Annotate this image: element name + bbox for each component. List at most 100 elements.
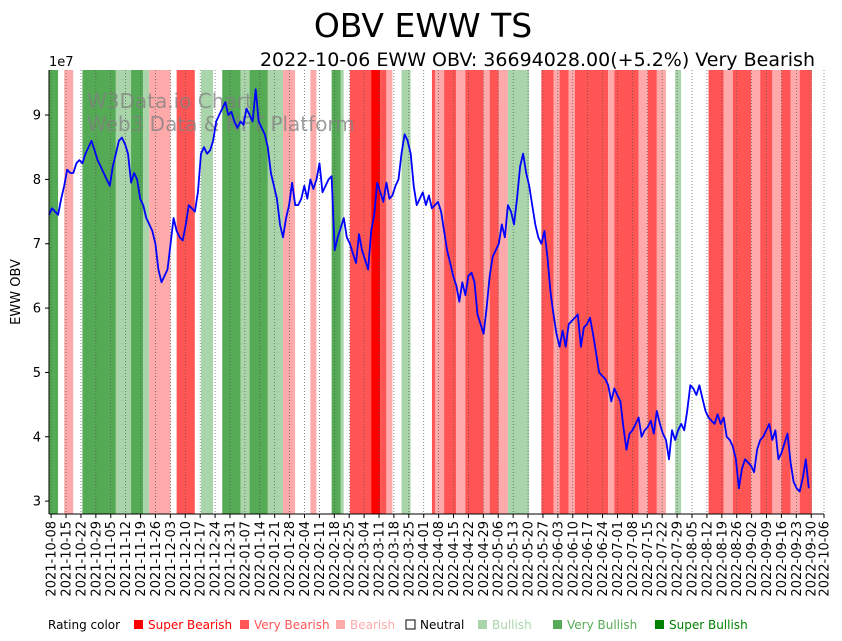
rating-band-very-bearish (541, 70, 554, 514)
x-ticks: 2021-10-08 2021-10-15 2021-10-22 2021-10-29… (45, 514, 833, 597)
rating-band-very-bullish (82, 70, 116, 514)
x-tick-label: 2021-10-22 (74, 521, 89, 597)
y-axis-label: EWW OBV (9, 259, 24, 325)
x-tick-label: 2022-04-01 (417, 521, 432, 597)
x-tick-label: 2022-06-10 (566, 521, 581, 597)
rating-band-neutral (392, 70, 402, 514)
rating-band-bullish (115, 70, 132, 514)
rating-band-bullish (675, 70, 682, 514)
x-tick-label: 2021-12-31 (224, 521, 239, 597)
x-tick-label: 2022-09-30 (805, 521, 820, 597)
x-tick-label: 2022-05-27 (537, 521, 552, 597)
x-tick-label: 2022-05-13 (507, 521, 522, 597)
x-tick-label: 2021-10-08 (45, 521, 60, 597)
rating-band-very-bearish (349, 70, 372, 514)
rating-band-very-bearish (647, 70, 657, 514)
legend-swatch-bullish (478, 620, 487, 629)
rating-band-very-bearish (380, 70, 387, 514)
x-tick-label: 2022-07-08 (626, 521, 641, 597)
rating-band-very-bullish (331, 70, 341, 514)
legend-label-neutral: Neutral (420, 618, 464, 632)
rating-band-bearish (283, 70, 296, 514)
rating-band-neutral (316, 70, 332, 514)
rating-band-bearish (656, 70, 666, 514)
y-tick-label: 8 (33, 173, 41, 188)
rating-band-bullish (200, 70, 214, 514)
x-tick-label: 2022-07-29 (671, 521, 686, 597)
x-tick-label: 2022-03-18 (387, 521, 402, 597)
x-tick-label: 2021-11-19 (134, 521, 149, 597)
rating-band-bearish (638, 70, 648, 514)
rating-band-very-bearish (732, 70, 752, 514)
x-tick-label: 2022-04-08 (432, 521, 447, 597)
chart-subtitle: 2022-10-06 EWW OBV: 36694028.00(+5.2%) V… (260, 49, 815, 71)
rating-band-bearish (434, 70, 445, 514)
series-layer (48, 88, 810, 493)
x-tick-label: 2022-09-16 (775, 521, 790, 597)
axes (48, 70, 824, 515)
rating-band-bearish (310, 70, 317, 514)
rating-band-very-bearish (574, 70, 609, 514)
rating-band-very-bullish (249, 70, 268, 514)
x-tick-label: 2022-09-23 (790, 521, 805, 597)
rating-band-bearish (790, 70, 800, 514)
y-tick-label: 9 (33, 109, 41, 124)
rating-band-neutral (295, 70, 311, 514)
y-tick-label: 7 (33, 237, 41, 252)
x-tick-label: 2022-07-01 (611, 521, 626, 597)
legend-swatch-super-bullish (655, 620, 664, 629)
y-tick-label: 6 (33, 302, 41, 317)
rating-band-bullish (340, 70, 344, 514)
rating-band-bearish (568, 70, 575, 514)
vertical-gridlines (50, 70, 825, 514)
legend-label-very-bullish: Very Bullish (567, 618, 637, 632)
legend-title: Rating color (48, 618, 120, 632)
legend-swatch-very-bearish (240, 620, 249, 629)
rating-band-very-bullish (131, 70, 144, 514)
rating-band-bearish (149, 70, 171, 514)
x-tick-label: 2021-10-29 (89, 521, 104, 597)
legend-swatch-super-bearish (134, 620, 143, 629)
x-tick-label: 2021-12-17 (194, 521, 209, 597)
legend-label-bearish: Bearish (350, 618, 395, 632)
rating-band-bearish (723, 70, 733, 514)
x-tick-label: 2022-09-09 (760, 521, 775, 597)
x-tick-label: 2022-02-11 (313, 521, 328, 597)
rating-band-neutral (213, 70, 223, 514)
rating-band-bearish (386, 70, 393, 514)
legend-swatch-bearish (336, 620, 345, 629)
x-tick-label: 2022-01-07 (238, 521, 253, 597)
rating-band-very-bearish (176, 70, 195, 514)
rating-band-neutral (194, 70, 201, 514)
x-tick-label: 2022-05-20 (522, 521, 537, 597)
x-tick-label: 2022-04-15 (447, 521, 462, 597)
rating-band-bearish (772, 70, 782, 514)
rating-band-neutral (529, 70, 542, 514)
rating-band-neutral (410, 70, 432, 514)
rating-band-neutral (73, 70, 83, 514)
x-tick-label: 2022-06-17 (581, 521, 596, 597)
x-tick-label: 2021-12-24 (209, 521, 224, 597)
x-tick-label: 2022-08-26 (730, 521, 745, 597)
x-tick-label: 2022-08-19 (715, 521, 730, 597)
rating-band-bearish (483, 70, 490, 514)
legend-swatch-neutral (405, 619, 416, 630)
y-tick-label: 5 (33, 366, 41, 381)
x-tick-label: 2022-02-25 (343, 521, 358, 597)
x-tick-label: 2022-02-04 (298, 521, 313, 597)
legend-label-very-bearish: Very Bearish (254, 618, 330, 632)
x-tick-label: 2021-12-10 (179, 521, 194, 597)
rating-band-bullish (143, 70, 150, 514)
x-tick-label: 2022-05-06 (492, 521, 507, 597)
x-tick-label: 2021-10-15 (60, 521, 75, 597)
x-tick-label: 2022-01-21 (268, 521, 283, 597)
rating-band-very-bullish (49, 70, 59, 514)
x-tick-label: 2022-06-24 (596, 521, 611, 597)
legend: Rating color Super Bearish Very Bearish Be… (48, 618, 748, 632)
rating-band-very-bearish (489, 70, 499, 514)
rating-band-very-bullish (222, 70, 241, 514)
rating-band-very-bearish (708, 70, 724, 514)
x-tick-label: 2021-11-05 (104, 521, 119, 597)
x-tick-label: 2022-03-11 (373, 521, 388, 597)
rating-band-very-bearish (614, 70, 639, 514)
